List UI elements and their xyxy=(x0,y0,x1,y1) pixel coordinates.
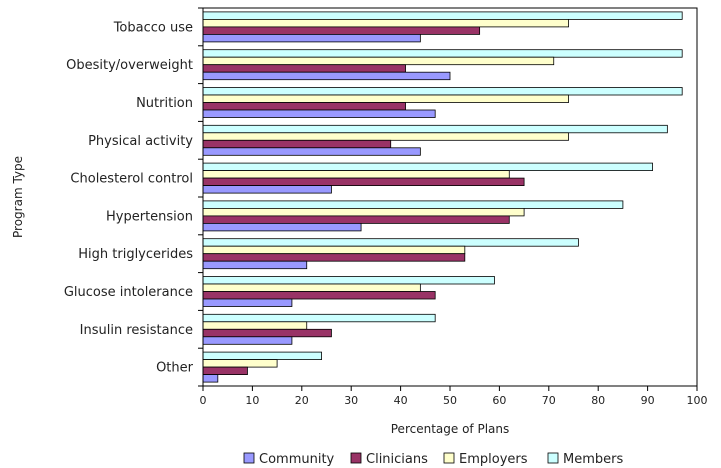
bar-members-0 xyxy=(202,11,683,20)
x-tick-label: 30 xyxy=(344,394,358,407)
bar-community-8 xyxy=(202,336,293,345)
legend-swatch-community xyxy=(243,452,255,464)
bar-members-4 xyxy=(202,162,653,172)
x-tick-label: 20 xyxy=(295,394,309,407)
bar-community-1 xyxy=(202,71,451,81)
x-axis: 0 10 20 30 40 50 60 70 80 90 100 xyxy=(200,386,708,407)
bar-employers-9 xyxy=(202,359,278,368)
x-tick-label: 80 xyxy=(591,394,605,407)
bar-clinicians-3 xyxy=(202,139,392,149)
bar-employers-3 xyxy=(202,132,569,141)
legend-swatch-clinicians xyxy=(350,452,362,464)
category-label: Insulin resistance xyxy=(80,323,193,338)
bar-clinicians-1 xyxy=(202,64,406,73)
bar-members-1 xyxy=(202,49,683,58)
bar-community-7 xyxy=(202,298,293,307)
bar-clinicians-9 xyxy=(202,366,248,376)
bar-members-6 xyxy=(202,238,579,247)
category-label: Tobacco use xyxy=(113,20,193,35)
bar-employers-1 xyxy=(202,56,555,66)
category-label: Cholesterol control xyxy=(70,172,193,187)
legend-swatch-employers xyxy=(443,452,455,464)
bar-members-8 xyxy=(202,313,436,323)
bar-clinicians-8 xyxy=(202,328,332,338)
legend: Community Clinicians Employers Members xyxy=(243,452,623,467)
x-tick-label: 0 xyxy=(200,394,207,407)
y-axis: Tobacco use Obesity/overweight Nutrition Ph… xyxy=(64,7,203,387)
bar-members-3 xyxy=(202,124,668,134)
bar-clinicians-0 xyxy=(202,26,481,35)
bar-clinicians-7 xyxy=(202,291,436,300)
x-tick-label: 90 xyxy=(641,394,655,407)
category-label: High triglycerides xyxy=(78,247,193,262)
category-label: Physical activity xyxy=(88,134,193,149)
bar-employers-7 xyxy=(202,283,421,292)
legend-swatch-members xyxy=(547,452,559,464)
bar-members-5 xyxy=(202,200,624,209)
bar-clinicians-4 xyxy=(202,177,525,187)
bar-community-6 xyxy=(202,260,308,270)
category-label: Other xyxy=(156,361,194,376)
legend-label-community: Community xyxy=(259,452,335,467)
bar-community-2 xyxy=(202,109,436,118)
legend-label-members: Members xyxy=(563,452,623,467)
x-axis-title: Percentage of Plans xyxy=(391,422,509,436)
legend-label-employers: Employers xyxy=(459,452,528,467)
bar-community-0 xyxy=(202,34,421,43)
bar-clinicians-2 xyxy=(202,102,406,111)
bar-employers-6 xyxy=(202,245,466,255)
x-tick-label: 10 xyxy=(245,394,259,407)
category-label: Hypertension xyxy=(106,209,193,224)
bar-community-3 xyxy=(202,147,421,156)
bar-clinicians-6 xyxy=(202,253,466,262)
x-tick-label: 60 xyxy=(492,394,506,407)
category-label: Glucose intolerance xyxy=(64,285,193,300)
x-tick-label: 70 xyxy=(542,394,556,407)
bar-clinicians-5 xyxy=(202,215,510,224)
category-label: Obesity/overweight xyxy=(66,58,193,73)
x-tick-label: 50 xyxy=(443,394,457,407)
bar-members-9 xyxy=(202,351,322,361)
bar-community-5 xyxy=(202,222,362,232)
bar-employers-8 xyxy=(202,321,308,330)
bar-employers-4 xyxy=(202,170,510,179)
category-label: Nutrition xyxy=(136,96,193,111)
bar-community-9 xyxy=(202,374,219,383)
x-tick-label: 100 xyxy=(687,394,708,407)
bar-members-7 xyxy=(202,276,495,285)
bar-members-2 xyxy=(202,87,683,96)
y-axis-title: Program Type xyxy=(11,156,25,238)
bar-employers-0 xyxy=(202,18,569,28)
x-tick-label: 40 xyxy=(394,394,408,407)
bars-group xyxy=(202,11,683,383)
legend-label-clinicians: Clinicians xyxy=(366,452,428,467)
bar-employers-2 xyxy=(202,94,569,103)
bar-community-4 xyxy=(202,185,332,194)
bar-employers-5 xyxy=(202,207,525,217)
